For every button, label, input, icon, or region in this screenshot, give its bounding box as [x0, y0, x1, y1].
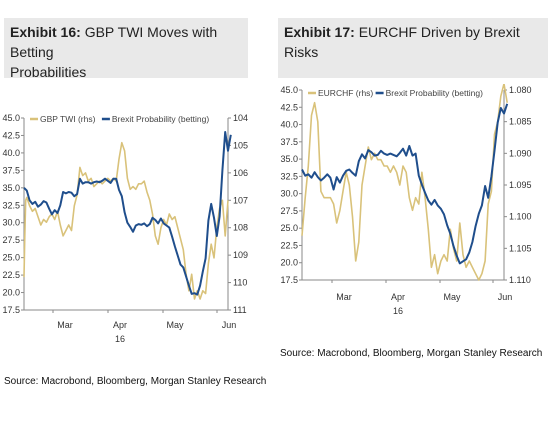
left-tick-label: 27.5 — [2, 235, 20, 245]
x-tick-label: May — [166, 320, 184, 330]
x-tick-label: Apr — [113, 320, 127, 330]
exhibit-16-chart: 45.0 42.5 40.0 37.5 35.0 32.5 30.0 27.5 25.0 22.5… — [2, 113, 248, 344]
rhs-series-line — [23, 141, 229, 300]
right-tick-label: 107 — [233, 195, 248, 205]
x-tick-label: Mar — [57, 320, 73, 330]
left-tick-label: 40.0 — [280, 120, 298, 130]
right-tick-label: 1.090 — [509, 148, 532, 158]
x-tick-label: Jun — [222, 320, 237, 330]
right-tick-label: 104 — [233, 113, 248, 123]
exhibit-16-title-line2: Probabilities — [10, 64, 87, 80]
exhibit-17-title-box: Exhibit 17: EURCHF Driven by Brexit Risk… — [278, 18, 548, 78]
legend-entry: Brexit Probability (betting) — [386, 88, 483, 98]
x-year-label: 16 — [115, 334, 125, 344]
left-tick-label: 17.5 — [2, 305, 20, 315]
left-tick-label: 35.0 — [280, 154, 298, 164]
right-tick-label: 1.080 — [509, 85, 532, 95]
right-tick-label: 105 — [233, 140, 248, 150]
left-tick-label: 27.5 — [280, 206, 298, 216]
left-tick-label: 32.5 — [2, 200, 20, 210]
right-tick-label: 1.110 — [509, 275, 531, 285]
left-tick-label: 37.5 — [2, 165, 20, 175]
right-tick-label: 1.085 — [509, 117, 532, 127]
left-tick-label: 25.0 — [280, 223, 298, 233]
left-tick-label: 37.5 — [280, 137, 298, 147]
right-tick-label: 106 — [233, 168, 248, 178]
right-tick-label: 1.105 — [509, 243, 532, 253]
left-tick-label: 17.5 — [280, 275, 298, 285]
left-tick-label: 20.0 — [2, 288, 20, 298]
right-tick-label: 111 — [233, 305, 247, 315]
left-tick-label: 42.5 — [2, 130, 20, 140]
left-tick-label: 35.0 — [2, 183, 20, 193]
exhibit-17-chart: 45.0 42.5 40.0 37.5 35.0 32.5 30.0 27.5 25.0 22.5… — [280, 84, 532, 316]
left-tick-label: 42.5 — [280, 102, 298, 112]
left-tick-label: 45.0 — [2, 113, 20, 123]
x-tick-label: Apr — [391, 292, 405, 302]
left-tick-label: 32.5 — [280, 171, 298, 181]
exhibit-17-source: Source: Macrobond, Bloomberg, Morgan Sta… — [280, 348, 543, 359]
right-tick-label: 1.100 — [509, 212, 532, 222]
right-tick-label: 109 — [233, 250, 248, 260]
exhibit-16-label: Exhibit 16: — [10, 24, 81, 40]
exhibit-16-source: Source: Macrobond, Bloomberg, Morgan Sta… — [4, 376, 267, 387]
x-tick-label: Jun — [498, 292, 513, 302]
legend-entry: EURCHF (rhs) — [318, 88, 373, 98]
x-tick-label: May — [443, 292, 461, 302]
left-tick-label: 30.0 — [2, 218, 20, 228]
right-tick-label: 110 — [233, 278, 247, 288]
exhibit-17-label: Exhibit 17: — [284, 24, 355, 40]
x-year-label: 16 — [393, 306, 403, 316]
left-tick-label: 22.5 — [2, 270, 20, 280]
exhibit-16-title-line1: Exhibit 16: GBP TWI Moves with Betting — [10, 22, 242, 62]
exhibit-17-title-text: EURCHF Driven by Brexit Risks — [284, 24, 520, 60]
right-tick-label: 1.095 — [509, 180, 532, 190]
legend-entry: Brexit Probability (betting) — [112, 114, 209, 124]
legend-entry: GBP TWI (rhs) — [40, 114, 96, 124]
betting-series-line — [23, 131, 232, 296]
rhs-series-line — [301, 84, 508, 281]
left-tick-label: 40.0 — [2, 148, 20, 158]
left-tick-label: 45.0 — [280, 85, 298, 95]
betting-series-line — [301, 103, 509, 265]
right-tick-label: 108 — [233, 223, 248, 233]
left-tick-label: 20.0 — [280, 258, 298, 268]
x-tick-label: Mar — [336, 292, 352, 302]
exhibit-16-title-text: GBP TWI Moves with Betting — [10, 24, 218, 60]
left-tick-label: 22.5 — [280, 240, 298, 250]
left-tick-label: 25.0 — [2, 253, 20, 263]
exhibit-16-title-box: Exhibit 16: GBP TWI Moves with Betting P… — [4, 18, 248, 80]
left-tick-label: 30.0 — [280, 189, 298, 199]
